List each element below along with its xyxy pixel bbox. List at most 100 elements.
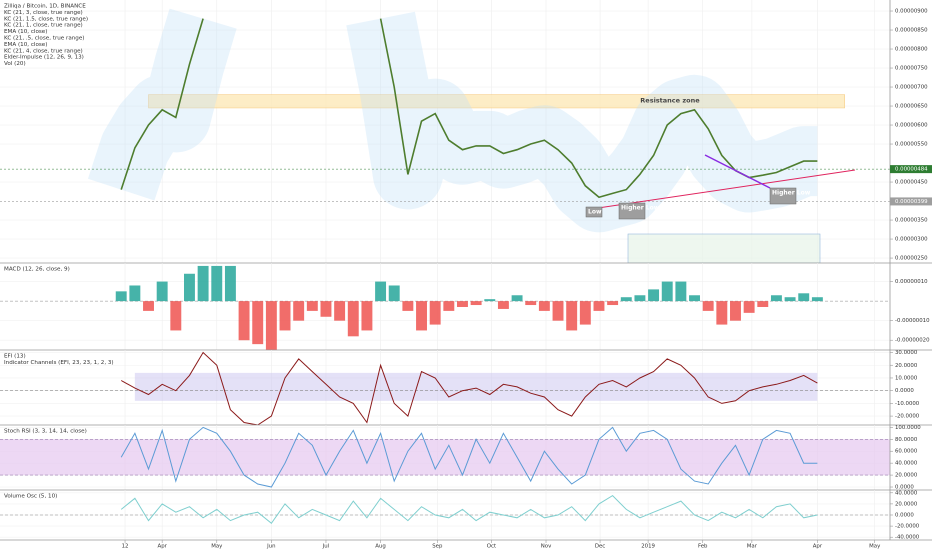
- panel: [0, 0, 890, 263]
- x-tick-label: 12: [122, 544, 129, 550]
- price-tag-label: 0.00000484: [895, 167, 928, 173]
- histogram-bar: [552, 301, 564, 321]
- histogram-bar: [798, 293, 810, 302]
- histogram-bar: [593, 301, 605, 311]
- x-tick-label: Mar: [747, 544, 758, 550]
- histogram-bar: [306, 301, 318, 311]
- x-tick-label: May: [869, 544, 881, 550]
- histogram-bar: [497, 301, 509, 309]
- legend-entry: KC (21, .5, close, true range): [4, 36, 84, 42]
- x-tick-label: 2019: [641, 544, 655, 550]
- x-tick-label: May: [211, 544, 223, 550]
- histogram-bar: [361, 301, 373, 331]
- y-tick-label: 40.0000: [895, 461, 918, 467]
- trend-line: [597, 169, 856, 209]
- histogram-bar: [334, 301, 346, 321]
- legend-entry: Indicator Channels (EFI, 23, 23, 1, 2, 3…: [4, 360, 114, 366]
- legend-entry: KC (21, 4, close, true range): [4, 48, 83, 54]
- histogram-bar: [730, 301, 741, 321]
- y-tick-label: 20.0000: [895, 473, 918, 479]
- x-tick-label: Apr: [813, 544, 823, 550]
- histogram-bar: [648, 289, 660, 302]
- histogram-bar: [784, 297, 796, 302]
- y-tick-label: 0.0000: [895, 485, 914, 491]
- y-tick-label: 30.0000: [895, 350, 918, 356]
- histogram-bar: [607, 301, 619, 306]
- note-label: Higher Low: [621, 205, 660, 212]
- series-line: [120, 351, 818, 425]
- histogram-bar: [443, 301, 455, 311]
- histogram-bar: [689, 295, 700, 302]
- histogram-bar: [184, 273, 195, 302]
- panel: [0, 263, 890, 350]
- y-tick-label: 0.00000700: [895, 85, 928, 91]
- y-tick-label: 0.00000300: [895, 237, 928, 243]
- histogram-bar: [156, 281, 168, 302]
- histogram-bar: [470, 301, 482, 306]
- note-label: Higher Low: [772, 190, 811, 197]
- y-tick-label: 0.00000800: [895, 47, 928, 53]
- histogram-bar: [716, 301, 728, 325]
- histogram-bar: [511, 295, 523, 302]
- histogram-bar: [320, 301, 332, 317]
- legend-entry: KC (21, 1, close, true range): [4, 23, 83, 29]
- histogram-bar: [811, 297, 823, 302]
- note-label: Low: [588, 209, 602, 216]
- histogram-bar: [279, 301, 291, 331]
- y-tick-label: 0.0000: [895, 513, 914, 519]
- price-tag-label: 0.00000399: [895, 199, 928, 205]
- x-tick-label: Aug: [375, 544, 386, 550]
- histogram-bar: [347, 301, 359, 337]
- histogram-bar: [702, 301, 714, 311]
- legend-entry: Elder-Impulse (12, 26, 9, 13): [4, 55, 84, 61]
- x-tick-label: Feb: [698, 544, 708, 550]
- x-tick-label: Jul: [322, 544, 330, 550]
- legend-entry: KC (21, 1.5, close, true range): [4, 16, 88, 22]
- legend-entry: Zilliqa / Bitcoin, 1D, BINANCE: [4, 4, 86, 10]
- histogram-bar: [579, 301, 591, 325]
- y-tick-label: -20.0000: [895, 524, 920, 530]
- y-tick-label: 0.00000850: [895, 28, 928, 34]
- histogram-bar: [416, 301, 427, 331]
- efi-channel: [134, 372, 818, 401]
- legend-entry: Stoch RSI (3, 3, 14, 14, close): [4, 429, 87, 435]
- x-tick-label: Nov: [541, 544, 552, 550]
- y-tick-label: 0.00000350: [895, 218, 928, 224]
- y-tick-label: 10.0000: [895, 375, 918, 381]
- panel: [0, 425, 890, 490]
- histogram-bar: [743, 301, 755, 313]
- legend-entry: EMA (10, close): [4, 42, 47, 48]
- x-tick-label: Dec: [595, 544, 605, 550]
- y-tick-label: -10.0000: [895, 401, 920, 407]
- panel: [0, 490, 890, 540]
- histogram-bar: [402, 301, 414, 311]
- x-tick-label: Sep: [432, 544, 443, 550]
- histogram-bar: [388, 285, 400, 302]
- stoch-band: [0, 439, 890, 476]
- histogram-bar: [115, 291, 127, 302]
- series-line: [120, 494, 818, 525]
- histogram-bar: [375, 281, 387, 302]
- x-tick-label: Oct: [487, 544, 496, 550]
- y-tick-label: 40.0000: [895, 490, 918, 496]
- histogram-bar: [457, 301, 468, 307]
- histogram-bar: [429, 301, 441, 325]
- histogram-bar: [634, 295, 646, 302]
- legend-entry: EMA (10, close): [4, 29, 47, 35]
- y-tick-label: 0.00000650: [895, 104, 928, 110]
- y-tick-label: -0.00000010: [895, 318, 930, 324]
- histogram-bar: [197, 265, 209, 302]
- histogram-bar: [224, 265, 236, 302]
- histogram-bar: [211, 265, 223, 302]
- y-tick-label: 0.00000550: [895, 142, 928, 148]
- legend-entry: KC (21, 3, close, true range): [4, 10, 83, 16]
- histogram-bar: [675, 281, 687, 302]
- histogram-bar: [770, 295, 782, 302]
- y-tick-label: -20.0000: [895, 414, 920, 420]
- histogram-bar: [265, 301, 277, 350]
- series-line: [120, 426, 818, 488]
- legend-entry: MACD (12, 26, close, 9): [4, 267, 70, 273]
- legend-entry: EFI (13): [4, 354, 26, 360]
- histogram-bar: [484, 299, 496, 302]
